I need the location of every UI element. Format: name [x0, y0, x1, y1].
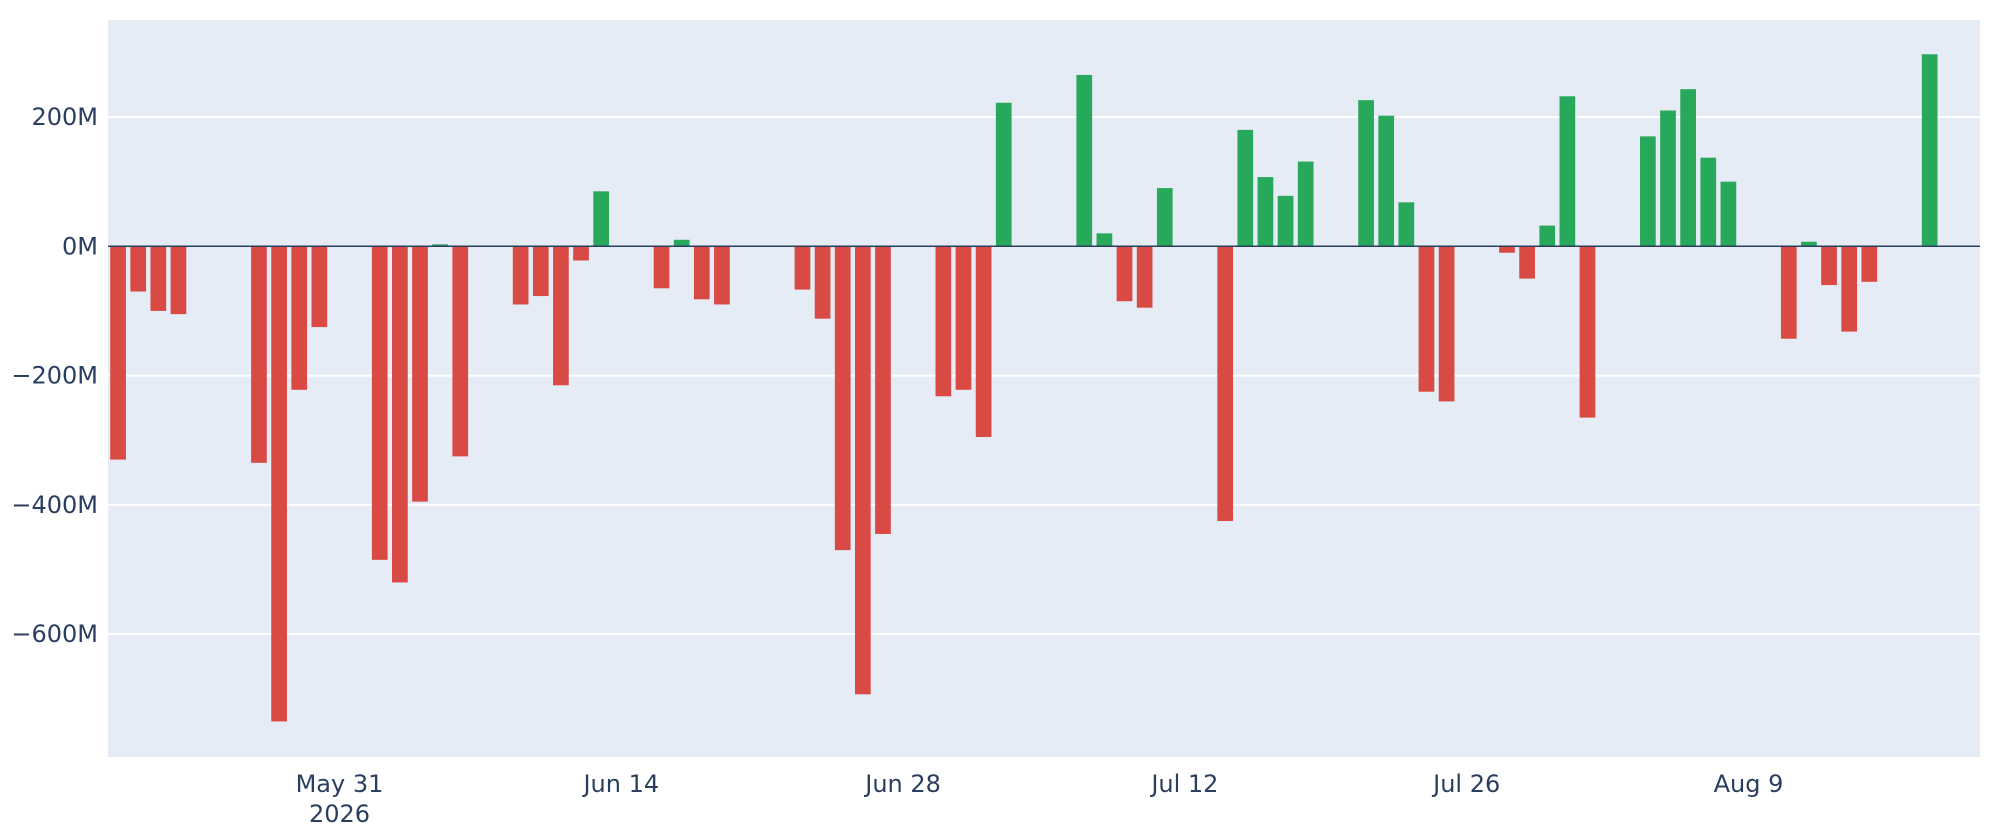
bar	[875, 246, 891, 534]
bar	[1096, 233, 1113, 247]
x-tick-label: Jul 26	[1431, 770, 1500, 798]
x-tick-label: Jun 28	[863, 770, 941, 798]
bar	[271, 246, 287, 722]
bar	[653, 246, 670, 289]
bar	[693, 246, 710, 300]
bar	[573, 246, 589, 261]
bar	[1640, 136, 1656, 247]
bar	[714, 246, 730, 305]
bar	[1438, 246, 1455, 402]
bar	[1801, 241, 1817, 247]
bar	[814, 246, 831, 319]
bars	[110, 54, 1938, 722]
bar	[1116, 246, 1133, 302]
y-tick-label: −400M	[11, 491, 98, 519]
bar	[110, 246, 126, 460]
x-tick-label: Aug 9	[1714, 770, 1784, 798]
bar	[512, 246, 529, 305]
bar	[1921, 54, 1938, 247]
bar	[1297, 161, 1314, 247]
bar	[1660, 110, 1676, 247]
plot-background	[108, 20, 1980, 757]
bar	[251, 246, 267, 463]
bar	[1237, 129, 1254, 247]
bar	[1136, 246, 1153, 308]
bar	[170, 246, 187, 315]
bar	[1780, 246, 1797, 339]
bar	[532, 246, 549, 297]
bar	[1217, 246, 1234, 522]
bar	[955, 246, 972, 390]
bar	[1398, 202, 1415, 247]
bar	[794, 246, 811, 290]
bar	[1358, 100, 1374, 247]
bar	[1821, 246, 1837, 286]
y-axis-ticks: 200M 0M −200M −400M −600M	[11, 103, 98, 648]
bar	[1680, 89, 1696, 247]
x-tick-sublabel: 2026	[309, 800, 370, 828]
bar	[1257, 177, 1274, 247]
bar	[1277, 195, 1294, 247]
bar	[1418, 246, 1435, 392]
bar	[834, 246, 851, 551]
bar	[1539, 225, 1556, 247]
bar	[1076, 74, 1093, 247]
y-tick-label: −600M	[11, 620, 98, 648]
bar	[1499, 246, 1515, 253]
bar	[311, 246, 328, 328]
bar	[452, 246, 469, 457]
bar	[673, 239, 690, 247]
bar	[1700, 157, 1717, 247]
bar	[1519, 246, 1535, 279]
y-tick-label: 0M	[62, 232, 98, 260]
bar	[432, 244, 448, 247]
bar	[553, 246, 569, 386]
bar	[392, 246, 408, 583]
bar	[1861, 246, 1878, 282]
bar	[1559, 96, 1576, 247]
x-tick-label: Jun 14	[581, 770, 659, 798]
bar	[1156, 188, 1173, 247]
y-tick-label: 200M	[31, 103, 98, 131]
bar	[1579, 246, 1596, 418]
bar	[935, 246, 952, 397]
bar	[995, 102, 1012, 247]
bar	[130, 246, 147, 292]
x-tick-label: May 31	[296, 770, 384, 798]
bar	[1841, 246, 1858, 332]
bar	[291, 246, 308, 390]
bar	[412, 246, 428, 502]
bar	[975, 246, 992, 437]
bar	[1720, 181, 1737, 247]
bar	[150, 246, 167, 311]
bar	[371, 246, 388, 560]
bar	[854, 246, 871, 695]
bar	[593, 191, 610, 247]
bar	[1378, 115, 1395, 247]
y-tick-label: −200M	[11, 362, 98, 390]
x-tick-label: Jul 12	[1149, 770, 1218, 798]
